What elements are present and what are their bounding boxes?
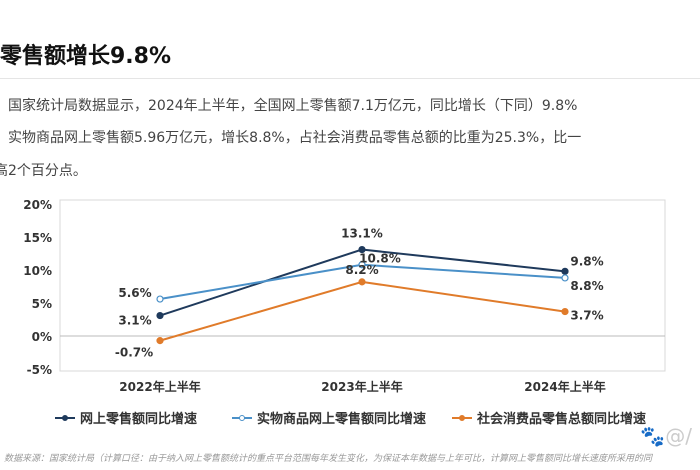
- paragraph-line: 高2个百分点。: [0, 163, 87, 179]
- y-tick-label: 10%: [23, 264, 52, 278]
- x-tick-label: 2023年上半年: [321, 379, 402, 394]
- legend-label: 实物商品网上零售额同比增速: [257, 411, 426, 427]
- line-chart: 20% 15% 10% 5% 0% -5% 2022年上半年 2023年上半年 2024年上半年…: [23, 198, 666, 427]
- footnote: 数据来源：国家统计局（计算口径：由于纳入网上零售额统计的重点平台范围每年发生变化…: [4, 454, 653, 464]
- divider: [0, 78, 700, 79]
- data-label: 3.7%: [570, 309, 603, 323]
- data-label: 13.1%: [341, 227, 383, 241]
- y-tick-label: 5%: [32, 297, 52, 311]
- data-point: [156, 337, 164, 345]
- data-point: [561, 267, 569, 275]
- data-point: [561, 307, 569, 316]
- data-point: [561, 274, 569, 282]
- legend-marker: [62, 415, 68, 421]
- data-point: [358, 278, 366, 286]
- legend-marker: [239, 415, 245, 421]
- x-tick-label: 2024年上半年: [524, 379, 605, 394]
- data-label: 5.6%: [118, 286, 151, 300]
- data-point: [156, 295, 164, 303]
- data-label: 9.8%: [570, 254, 603, 268]
- legend-label: 社会消费品零售总额同比增速: [476, 411, 646, 427]
- data-label: 3.1%: [118, 314, 151, 328]
- x-tick-label: 2022年上半年: [119, 379, 200, 394]
- data-point: [156, 311, 164, 320]
- y-tick-label: -5%: [27, 363, 52, 377]
- y-tick-label: 0%: [32, 330, 52, 344]
- legend-label: 网上零售额同比增速: [80, 411, 197, 427]
- data-point: [358, 245, 366, 254]
- data-point: [358, 261, 366, 269]
- page-title: 零售额增长9.8%: [0, 44, 172, 69]
- data-label: 10.8%: [359, 252, 401, 266]
- data-label: -0.7%: [115, 346, 153, 360]
- data-label: 8.8%: [570, 279, 603, 293]
- y-tick-label: 20%: [23, 198, 52, 212]
- plot-frame: [59, 199, 666, 372]
- watermark: 🐾@/: [640, 424, 692, 448]
- y-tick-label: 15%: [23, 231, 52, 245]
- paragraph-line: 实物商品网上零售额5.96万亿元，增长8.8%，占社会消费品零售总额的比重为25…: [8, 130, 582, 146]
- data-label: 8.2%: [345, 263, 378, 277]
- legend-marker: [459, 415, 465, 421]
- series-line-3: [159, 280, 566, 342]
- paragraph-line: 国家统计局数据显示，2024年上半年，全国网上零售额7.1万亿元，同比增长（下同…: [8, 98, 578, 114]
